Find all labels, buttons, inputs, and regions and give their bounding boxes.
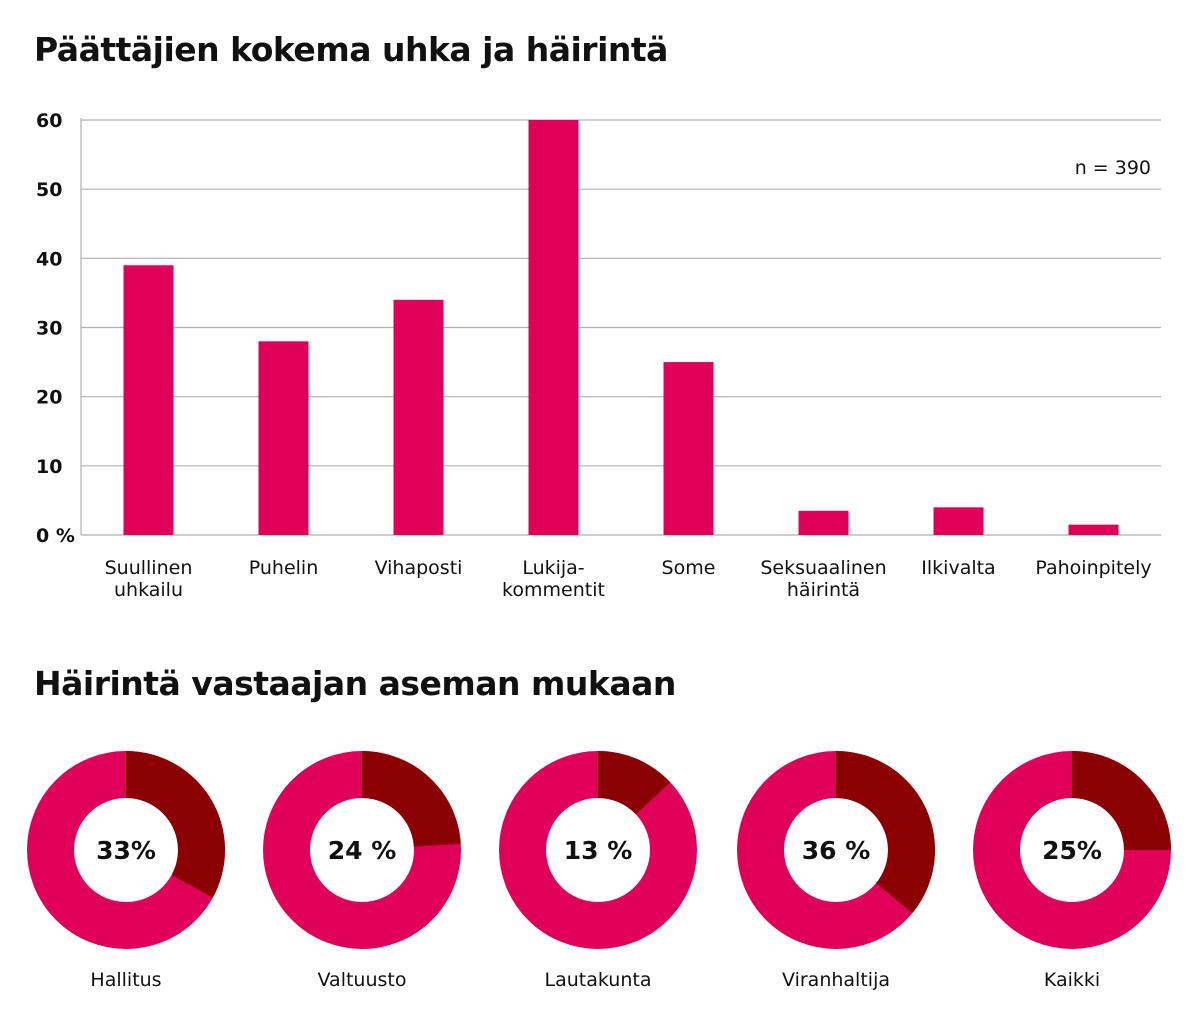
sample-size-note: n = 390 [1075, 157, 1151, 179]
x-tick-label: Ilkivalta [921, 557, 995, 579]
donut-slice [1072, 751, 1171, 850]
bar-chart: 0 % 10 20 30 40 50 60 Suullinen uhkailu Puhelin Vi… [36, 110, 1161, 601]
donut-section-title: Häirintä vastaajan aseman mukaan [34, 664, 676, 703]
donut-ring [499, 751, 697, 949]
bar [528, 120, 579, 535]
donut-lautakunta: 13 % Lautakunta [499, 751, 697, 991]
donut-kaikki: 25% Kaikki [973, 751, 1171, 991]
x-tick-label: Pahoinpitely [1035, 557, 1151, 579]
donut-value-label: 33% [96, 836, 156, 865]
donut-category-label: Valtuusto [318, 969, 407, 991]
donut-hallitus: 33% Hallitus [27, 751, 225, 991]
donut-viranhaltija: 36 % Viranhaltija [737, 751, 935, 991]
donut-category-label: Lautakunta [545, 969, 652, 991]
x-tick-label: Suullinen uhkailu [105, 557, 193, 601]
bar [798, 510, 849, 535]
donut-value-label: 25% [1042, 836, 1102, 865]
y-tick-label: 40 [36, 248, 62, 270]
bar [1068, 524, 1119, 535]
x-tick-label: Some [662, 557, 716, 579]
bar [123, 265, 174, 535]
donut-category-label: Kaikki [1044, 969, 1100, 991]
bar [933, 507, 984, 535]
donut-value-label: 24 % [328, 836, 397, 865]
y-tick-label: 50 [36, 179, 62, 201]
y-tick-label: 0 % [36, 525, 75, 547]
donut-slice [126, 751, 225, 898]
bar [393, 299, 444, 535]
bar-chart-title: Päättäjien kokema uhka ja häirintä [34, 30, 668, 69]
y-tick-label: 10 [36, 456, 62, 478]
donut-valtuusto: 24 % Valtuusto [263, 751, 461, 991]
x-tick-label: Lukija-kommentit [502, 557, 605, 601]
donut-slice [598, 751, 671, 815]
donut-value-label: 13 % [564, 836, 633, 865]
bar [663, 362, 714, 535]
y-tick-label: 20 [36, 387, 62, 409]
bar [258, 341, 309, 535]
donut-value-label: 36 % [802, 836, 871, 865]
donut-slice [362, 751, 461, 847]
x-tick-label: Seksuaalinen häirintä [760, 557, 886, 601]
donut-category-label: Viranhaltija [782, 969, 890, 991]
donut-slice [836, 751, 935, 914]
y-tick-label: 60 [36, 110, 62, 132]
donut-category-label: Hallitus [90, 969, 161, 991]
donut-ring [263, 751, 461, 949]
x-tick-label: Puhelin [249, 557, 319, 579]
y-tick-label: 30 [36, 318, 62, 340]
x-tick-label: Vihaposti [375, 557, 463, 579]
